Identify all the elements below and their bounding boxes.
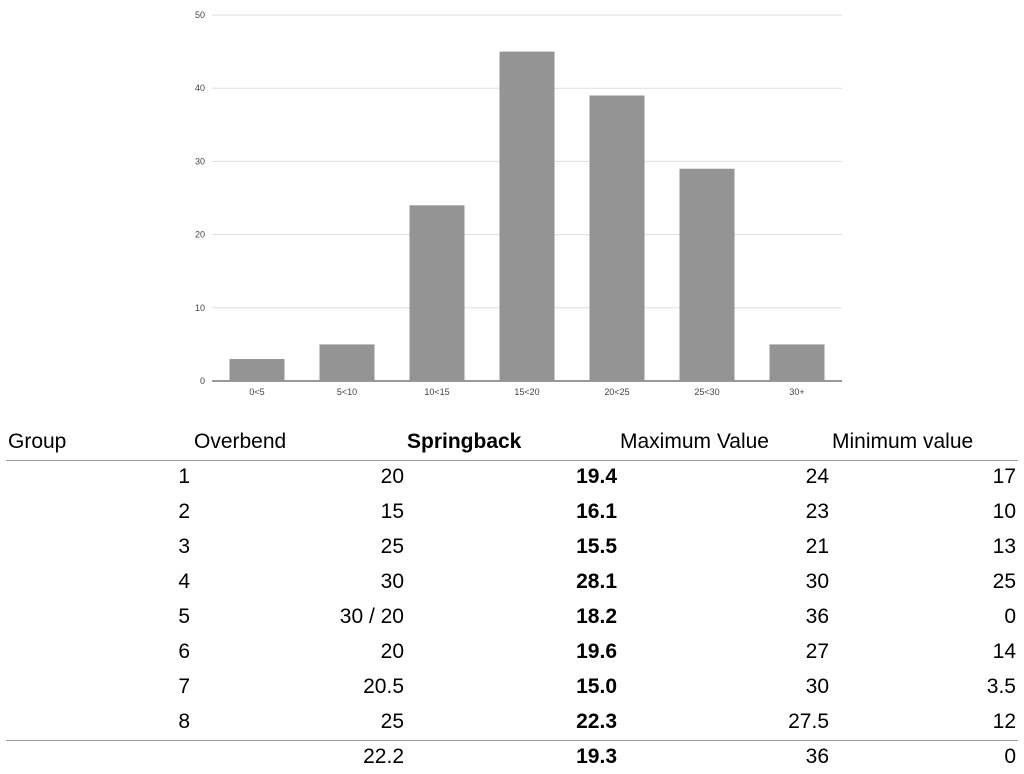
table-summary-row: 22.2 19.3 36 0	[0, 739, 1024, 774]
table-row: 5 30 / 20 18.2 36 0	[0, 599, 1024, 634]
summary-overbend: 22.2	[363, 745, 404, 768]
cell-overbend: 20.5	[363, 675, 404, 698]
bar-5<10	[319, 344, 375, 381]
y-tick-label: 50	[195, 10, 205, 20]
cell-maximum-value: 24	[805, 465, 829, 488]
bar-15<20	[499, 51, 555, 381]
cell-springback: 28.1	[576, 570, 617, 593]
x-tick-labels: 0<5 5<10 10<15 15<20 20<25 25<30 30+	[249, 387, 804, 397]
cell-springback: 22.3	[576, 710, 617, 733]
cell-minimum-value: 25	[992, 570, 1016, 593]
table-row: 8 25 22.3 27.5 12	[0, 704, 1024, 739]
cell-overbend: 30 / 20	[339, 605, 404, 628]
cell-overbend: 30	[380, 570, 404, 593]
x-tick-label: 15<20	[514, 387, 539, 397]
bar-10<15	[409, 205, 465, 381]
x-tick-label: 20<25	[604, 387, 629, 397]
table-row: 2 15 16.1 23 10	[0, 494, 1024, 529]
bar-20<25	[589, 95, 645, 382]
x-tick-label: 25<30	[694, 387, 719, 397]
cell-group: 7	[178, 675, 190, 698]
cell-group: 3	[178, 535, 190, 558]
cell-group: 1	[178, 465, 190, 488]
x-tick-label: 10<15	[424, 387, 449, 397]
cell-springback: 19.4	[576, 465, 617, 488]
cell-springback: 15.0	[576, 675, 617, 698]
cell-minimum-value: 14	[992, 640, 1016, 663]
table-row: 1 20 19.4 24 17	[0, 459, 1024, 494]
cell-springback: 15.5	[576, 535, 617, 558]
summary-minimum-value: 0	[1004, 745, 1016, 768]
bar-0<5	[229, 359, 285, 381]
cell-minimum-value: 3.5	[986, 675, 1016, 698]
y-tick-labels: 0 10 20 30 40 50	[195, 10, 205, 386]
x-tick-label: 30+	[789, 387, 804, 397]
summary-maximum-value: 36	[805, 745, 829, 768]
summary-springback: 19.3	[576, 745, 617, 768]
cell-maximum-value: 27	[805, 640, 829, 663]
cell-overbend: 25	[380, 710, 404, 733]
cell-springback: 16.1	[576, 500, 617, 523]
cell-overbend: 15	[380, 500, 404, 523]
header-maximum-value: Maximum Value	[620, 430, 769, 453]
cell-maximum-value: 30	[805, 570, 829, 593]
cell-group: 6	[178, 640, 190, 663]
cell-minimum-value: 12	[992, 710, 1016, 733]
header-springback: Springback	[407, 430, 522, 453]
cell-overbend: 25	[380, 535, 404, 558]
header-overbend: Overbend	[194, 430, 287, 453]
cell-overbend: 20	[380, 640, 404, 663]
cell-minimum-value: 17	[992, 465, 1016, 488]
y-tick-label: 30	[195, 156, 205, 166]
cell-maximum-value: 21	[805, 535, 829, 558]
cell-minimum-value: 0	[1004, 605, 1016, 628]
cell-springback: 18.2	[576, 605, 617, 628]
bars	[229, 51, 825, 382]
cell-maximum-value: 30	[805, 675, 829, 698]
table-row: 3 25 15.5 21 13	[0, 529, 1024, 564]
y-tick-label: 20	[195, 230, 205, 240]
x-tick-label: 5<10	[337, 387, 357, 397]
cell-springback: 19.6	[576, 640, 617, 663]
cell-overbend: 20	[380, 465, 404, 488]
cell-maximum-value: 27.5	[788, 710, 829, 733]
cell-group: 2	[178, 500, 190, 523]
cell-minimum-value: 13	[992, 535, 1016, 558]
cell-maximum-value: 23	[805, 500, 829, 523]
cell-maximum-value: 36	[805, 605, 829, 628]
summary-divider	[6, 740, 1018, 741]
bar-30+	[769, 344, 825, 381]
table-row: 4 30 28.1 30 25	[0, 564, 1024, 599]
header-minimum-value: Minimum value	[832, 430, 974, 453]
y-tick-label: 40	[195, 83, 205, 93]
x-tick-label: 0<5	[249, 387, 264, 397]
header-divider	[6, 460, 1018, 461]
y-tick-label: 10	[195, 303, 205, 313]
y-tick-label: 0	[200, 376, 205, 386]
table-row: 7 20.5 15.0 30 3.5	[0, 669, 1024, 704]
summary-group	[0, 739, 190, 774]
header-group: Group	[8, 430, 67, 453]
cell-group: 4	[178, 570, 190, 593]
table-header-row: Group Overbend Springback Maximum Value …	[0, 424, 1024, 459]
histogram-chart: 0 10 20 30 40 50 0<5 5<10 10<15 15<20 20<25 25<30 3…	[195, 10, 842, 397]
cell-minimum-value: 10	[992, 500, 1016, 523]
cell-group: 5	[178, 605, 190, 628]
bar-25<30	[679, 168, 735, 381]
cell-group: 8	[178, 710, 190, 733]
table-row: 6 20 19.6 27 14	[0, 634, 1024, 669]
